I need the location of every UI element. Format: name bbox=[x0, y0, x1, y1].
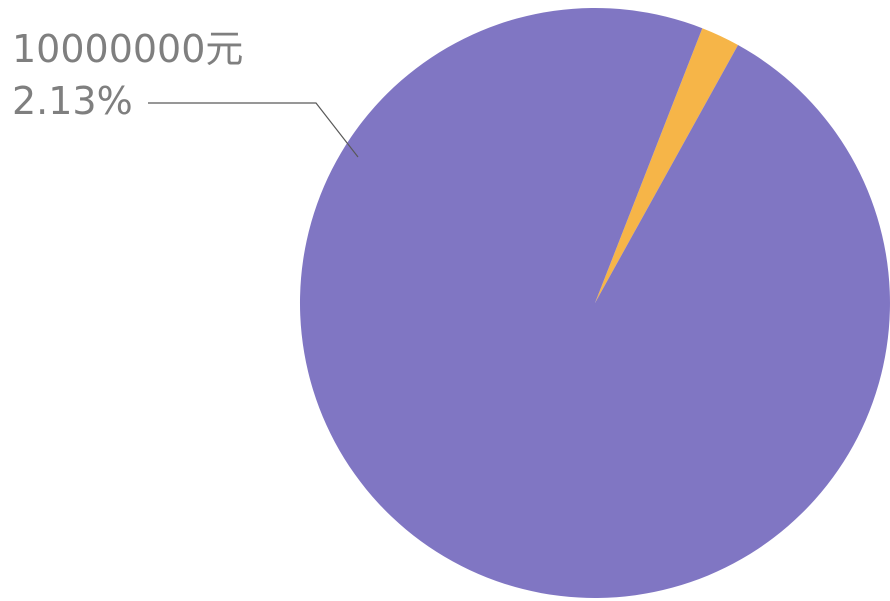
leader-line-slice-1 bbox=[148, 102, 359, 158]
slice-1-percent-label: 2.13% bbox=[12, 79, 133, 123]
slice-1-value-label: 10000000元 bbox=[12, 27, 243, 71]
pie-slices bbox=[299, 7, 890, 598]
pie-slice-1 bbox=[595, 28, 739, 304]
pie-slice-2 bbox=[299, 7, 890, 598]
